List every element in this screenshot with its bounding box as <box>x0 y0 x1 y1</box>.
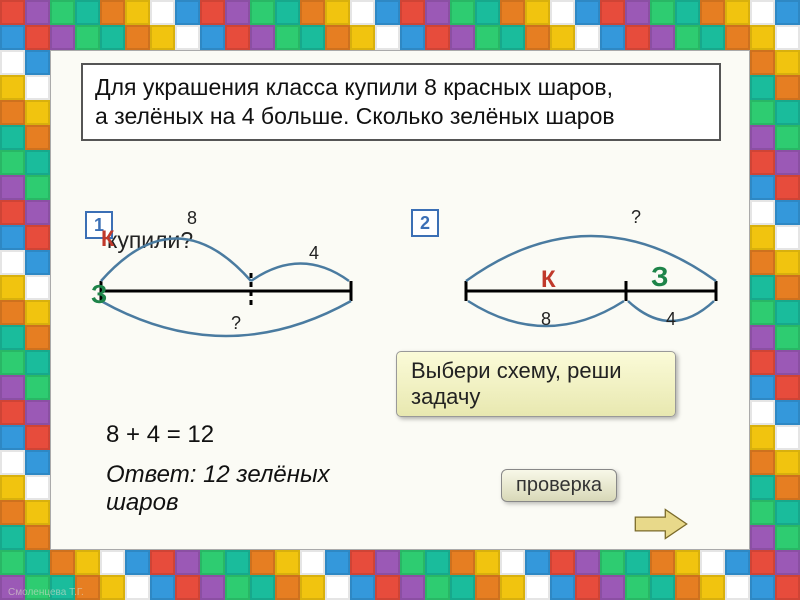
author-credit: Смоленцева Т.Г. <box>8 587 84 598</box>
diagram-2 <box>446 201 736 341</box>
diagram2-unknown: ? <box>631 207 641 228</box>
diagram-1 <box>81 201 371 341</box>
diagram2-value-4: 4 <box>666 309 676 330</box>
answer-line1: Ответ: 12 зелёных <box>106 461 406 489</box>
diagram1-letter-z: З <box>91 279 107 310</box>
content-panel: Для украшения класса купили 8 красных ша… <box>50 50 750 550</box>
page-frame: Для украшения класса купили 8 красных ша… <box>0 0 800 600</box>
diagram-badge-2[interactable]: 2 <box>411 209 439 237</box>
diagram2-letter-k: К <box>541 266 556 294</box>
diagram1-unknown: ? <box>231 313 241 334</box>
problem-line2: а зелёных на 4 больше. Сколько зелёных ш… <box>95 102 707 131</box>
next-arrow-icon[interactable] <box>631 505 691 543</box>
diagram2-value-8: 8 <box>541 309 551 330</box>
instruction-line2: задачу <box>411 384 661 410</box>
equation-text: 8 + 4 = 12 <box>106 421 214 449</box>
diagram2-letter-z: З <box>651 261 669 293</box>
answer-line2: шаров <box>106 489 406 517</box>
answer-block: Ответ: 12 зелёных шаров <box>106 461 406 517</box>
problem-text-box: Для украшения класса купили 8 красных ша… <box>81 63 721 141</box>
diagram1-value-4: 4 <box>309 243 319 264</box>
diagram1-value-8: 8 <box>187 208 197 229</box>
instruction-box: Выбери схему, реши задачу <box>396 351 676 417</box>
check-button[interactable]: проверка <box>501 469 617 502</box>
instruction-line1: Выбери схему, реши <box>411 358 661 384</box>
diagram1-letter-k: К <box>101 226 114 252</box>
problem-line1: Для украшения класса купили 8 красных ша… <box>95 73 707 102</box>
